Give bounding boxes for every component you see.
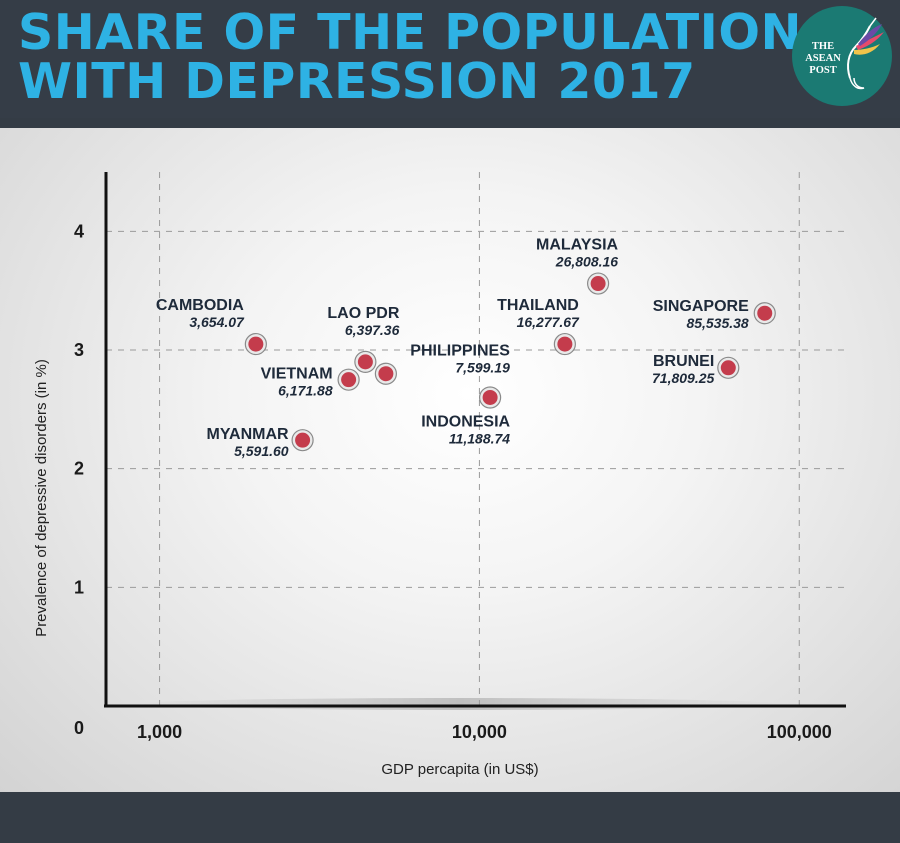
point-name-label: PHILIPPINES: [410, 343, 510, 360]
marker-dot: [248, 336, 264, 352]
point-name-label: BRUNEI: [653, 353, 714, 370]
point-name-label: MALAYSIA: [536, 237, 619, 254]
asean-post-logo: THE ASEAN POST: [792, 6, 892, 106]
point-name-label: CAMBODIA: [156, 297, 244, 314]
logo-text-asean: ASEAN: [805, 53, 841, 64]
scatter-chart: 0 1 2 3 4 1,000 10,000 100,000 CAMBODIA3,654.0…: [33, 172, 846, 778]
point-name-label: LAO PDR: [327, 305, 399, 322]
x-axis-title: GDP percapita (in US$): [381, 761, 538, 778]
logo-text-the: THE: [811, 41, 835, 52]
chart-panel: [0, 128, 900, 792]
point-value-label: 85,535.38: [686, 315, 748, 331]
grid: [106, 172, 846, 706]
point-value-label: 71,809.25: [652, 370, 714, 386]
marker-dot: [590, 276, 606, 292]
marker-dot: [482, 389, 498, 405]
point-name-label: MYANMAR: [207, 426, 290, 443]
header: SHARE OF THE POPULATION WITH DEPRESSION …: [0, 0, 900, 118]
y-tick-label: 4: [74, 221, 84, 241]
title-line-2: WITH DEPRESSION 2017: [18, 53, 696, 110]
point-value-label: 11,188.74: [449, 430, 510, 446]
x-tick-labels: 1,000 10,000 100,000: [137, 722, 832, 742]
x-tick-label: 10,000: [452, 722, 507, 742]
marker-dot: [378, 366, 394, 382]
x-tick-label: 100,000: [767, 722, 832, 742]
marker-dot: [341, 372, 357, 388]
y-tick-label: 1: [74, 577, 84, 597]
point-value-label: 3,654.07: [189, 314, 245, 330]
point-name-label: THAILAND: [497, 297, 579, 314]
x-tick-label: 1,000: [137, 722, 182, 742]
marker-dot: [295, 432, 311, 448]
marker-dot: [720, 360, 736, 376]
y-tick-label: 3: [74, 340, 84, 360]
point-name-label: SINGAPORE: [653, 298, 749, 315]
logo-text-post: POST: [809, 65, 837, 76]
point-value-label: 26,808.16: [555, 254, 618, 270]
page-title: SHARE OF THE POPULATION WITH DEPRESSION …: [18, 8, 802, 106]
y-tick-labels: 0 1 2 3 4: [74, 221, 84, 738]
point-value-label: 7,599.19: [455, 360, 510, 376]
title-line-1: SHARE OF THE POPULATION: [18, 4, 803, 61]
marker-dot: [357, 354, 373, 370]
marker-dot: [557, 336, 573, 352]
point-value-label: 16,277.67: [517, 314, 580, 330]
marker-dot: [757, 305, 773, 321]
footer: [0, 800, 900, 843]
point-name-label: INDONESIA: [421, 413, 510, 430]
point-name-label: VIETNAM: [261, 366, 333, 383]
point-value-label: 5,591.60: [234, 443, 289, 459]
hummingbird-icon: [847, 17, 884, 90]
point-value-label: 6,397.36: [345, 322, 400, 338]
floor-shadow: [140, 698, 780, 710]
y-axis-title: Prevalence of depressive disorders (in %…: [33, 359, 50, 637]
y-tick-label: 0: [74, 718, 84, 738]
y-tick-label: 2: [74, 459, 84, 479]
point-value-label: 6,171.88: [278, 383, 333, 399]
